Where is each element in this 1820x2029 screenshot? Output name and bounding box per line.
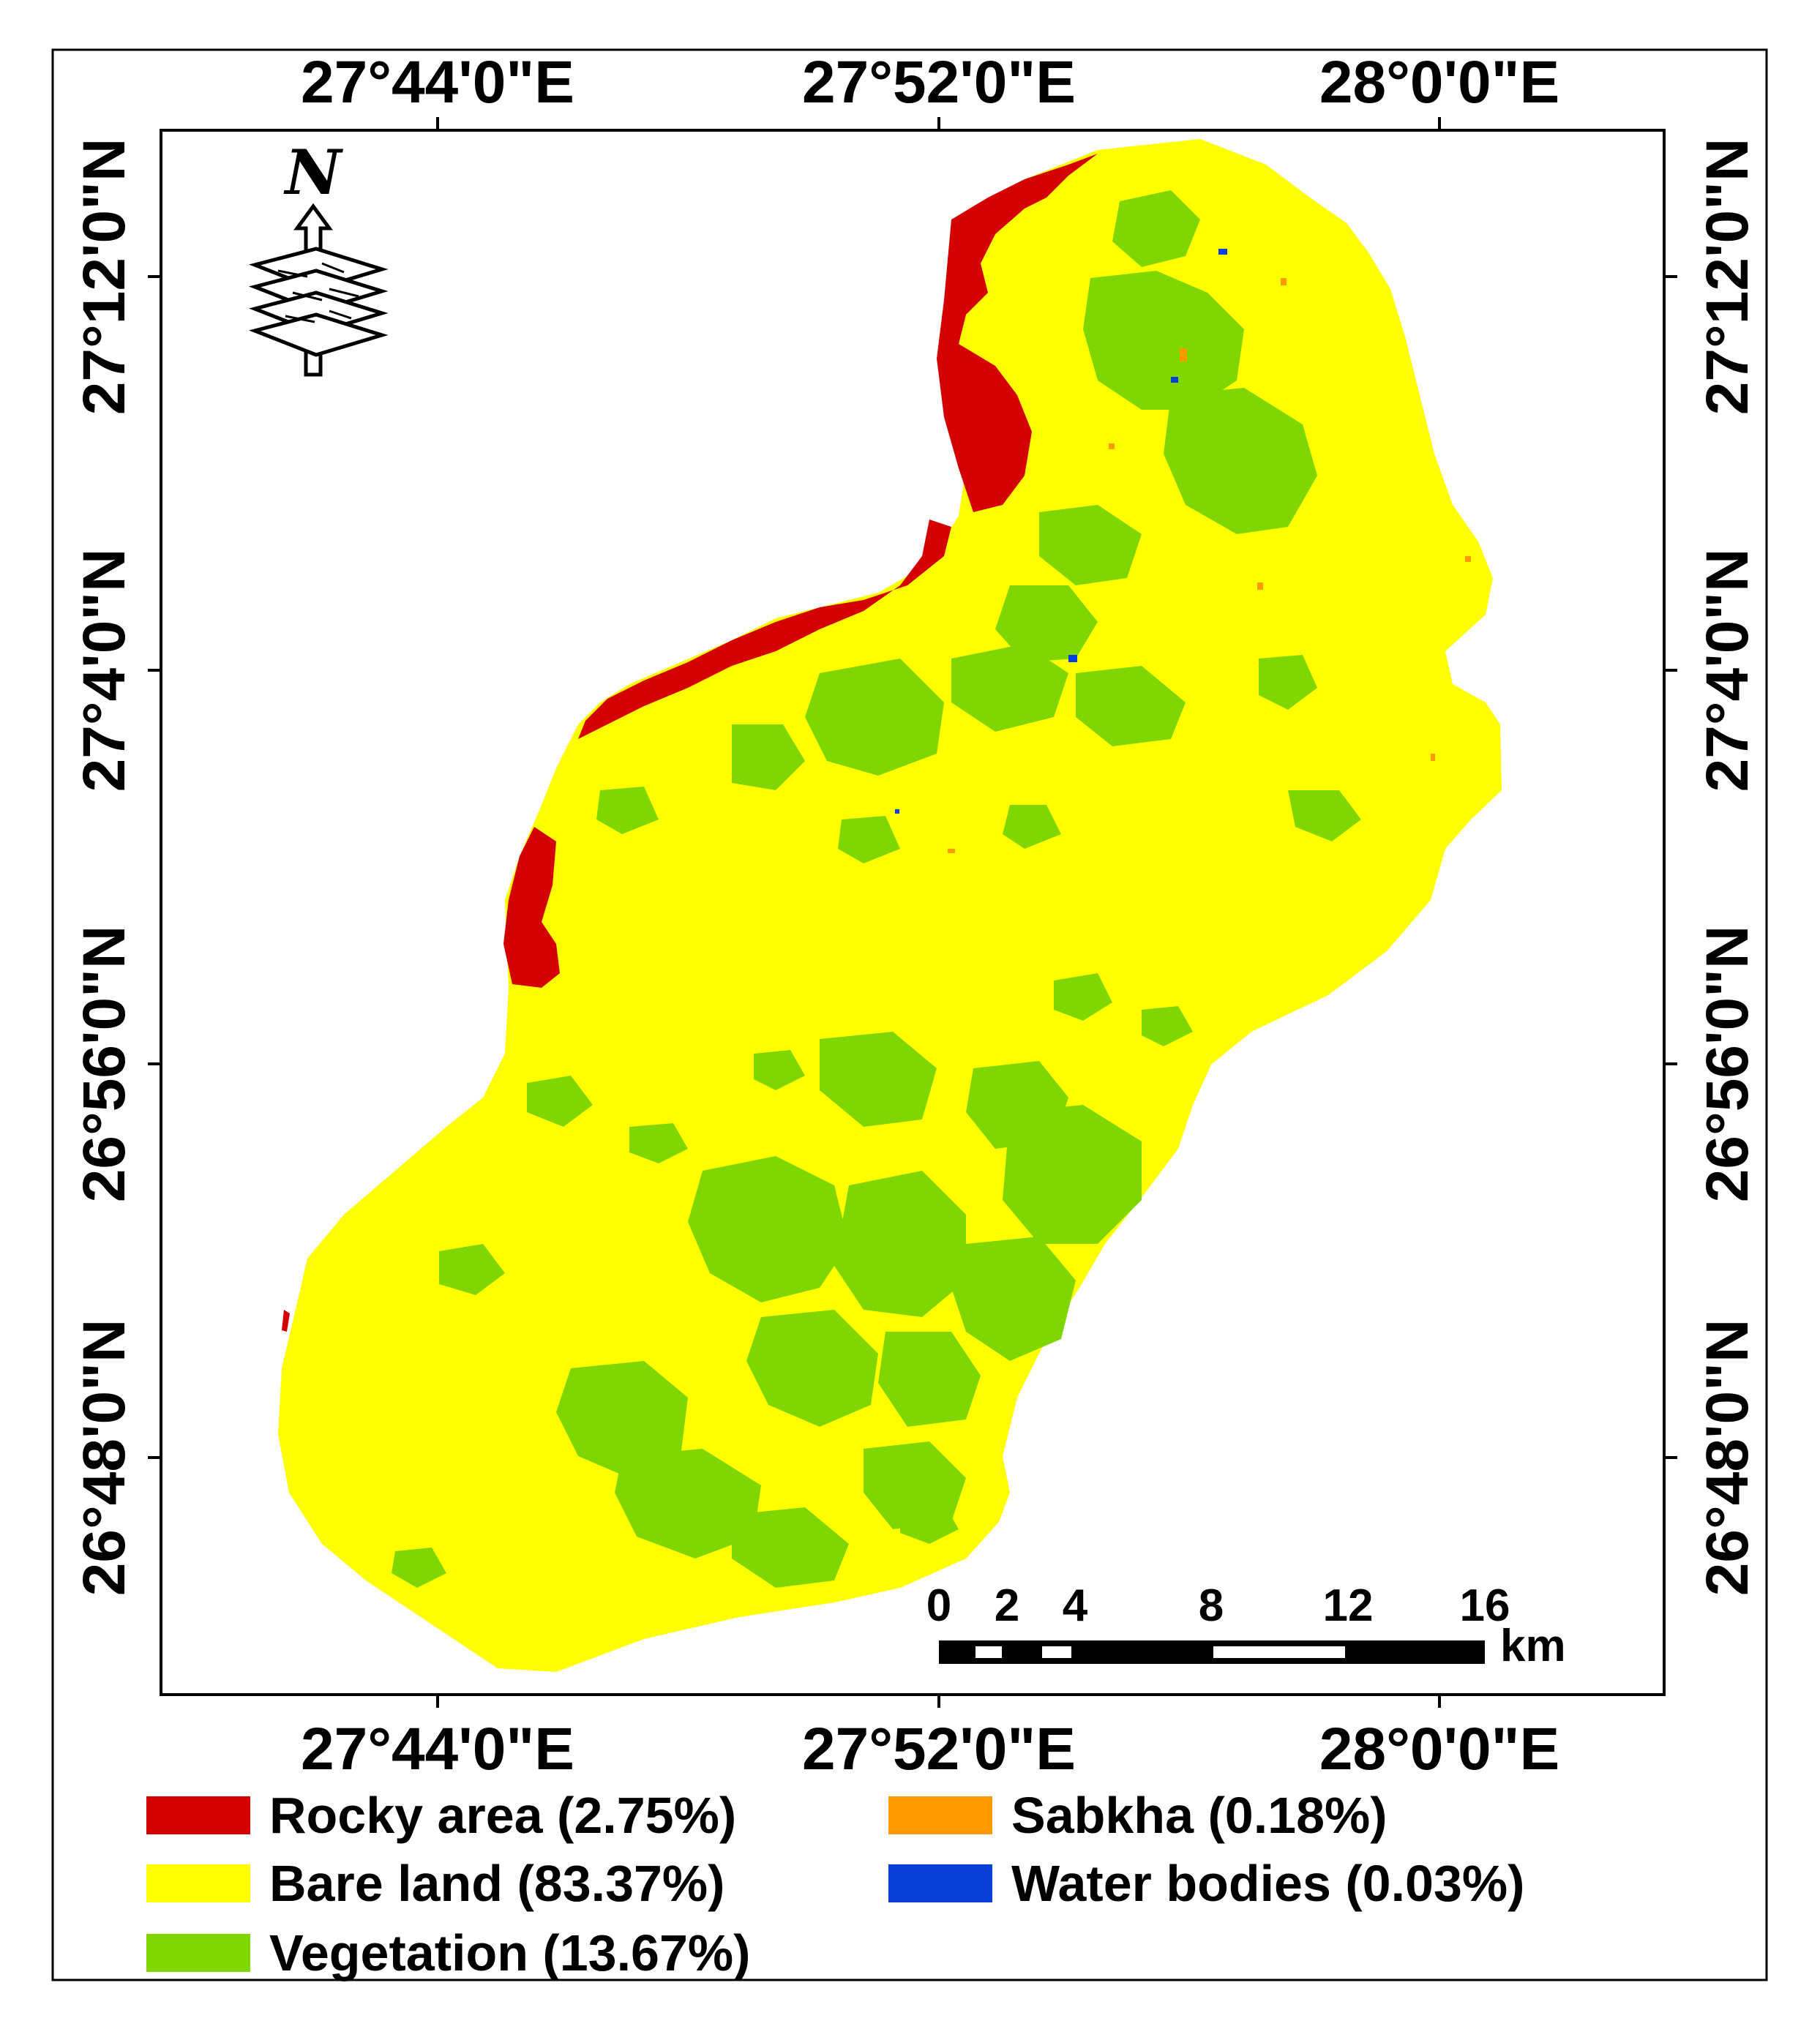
water-bodies [895,249,1227,814]
north-arrow-label: N [283,136,344,209]
lon-label-bottom-2: 27°52'0"E [802,1716,1076,1782]
lat-label-left-4: 26°48'0"N [71,1319,138,1596]
lat-label-right-1: 27°12'0"N [1694,138,1761,415]
scale-tick-4: 4 [1063,1580,1088,1631]
lon-label-top-3: 28°0'0"E [1319,49,1559,116]
legend-label-rocky: Rocky area (2.75%) [269,1787,736,1844]
lat-label-left-2: 27°4'0"N [71,549,138,792]
rocky-area-north [937,154,1098,512]
scale-tick-16: 16 [1460,1580,1510,1631]
scale-tick-8: 8 [1199,1580,1224,1631]
tick-marks [148,117,1677,1708]
legend-swatch-water [888,1864,992,1902]
lat-label-left-1: 27°12'0"N [71,138,138,415]
rocky-area-central [578,520,951,739]
legend-swatch-rocky [146,1796,250,1834]
lon-label-bottom-3: 28°0'0"E [1319,1716,1559,1782]
vegetation-patches [392,190,1361,1588]
legend-label-bare-land: Bare land (83.37%) [269,1855,724,1912]
rocky-area-west [503,827,560,988]
rocky-area-sw-speck [282,1310,290,1332]
lon-label-top-1: 27°44'0"E [301,49,574,116]
legend-swatch-vegetation [146,1934,250,1972]
scale-unit: km [1500,1621,1566,1671]
lat-label-right-3: 26°56'0"N [1694,926,1761,1202]
scale-tick-2: 2 [995,1580,1019,1631]
lon-label-bottom-1: 27°44'0"E [301,1716,574,1782]
legend-swatch-sabkha [888,1796,992,1834]
legend-swatch-bare-land [146,1864,250,1902]
scale-tick-0: 0 [926,1580,951,1631]
lat-label-right-2: 27°4'0"N [1694,549,1761,792]
legend-label-vegetation: Vegetation (13.67%) [269,1924,750,1981]
lon-label-top-2: 27°52'0"E [802,49,1076,116]
sabkha-patches [948,278,1471,853]
lat-label-left-3: 26°56'0"N [71,926,138,1202]
lat-label-right-4: 26°48'0"N [1694,1319,1761,1596]
bare-land-area [278,139,1502,1672]
north-arrow-icon [248,203,389,377]
legend-label-sabkha: Sabkha (0.18%) [1011,1787,1388,1844]
scale-bar: 0 2 4 8 12 16 km [926,1580,1566,1671]
scale-tick-12: 12 [1323,1580,1374,1631]
legend: Rocky area (2.75%) Bare land (83.37%) Ve… [146,1787,1524,1981]
north-arrow: N [248,136,389,377]
legend-label-water: Water bodies (0.03%) [1011,1855,1524,1912]
